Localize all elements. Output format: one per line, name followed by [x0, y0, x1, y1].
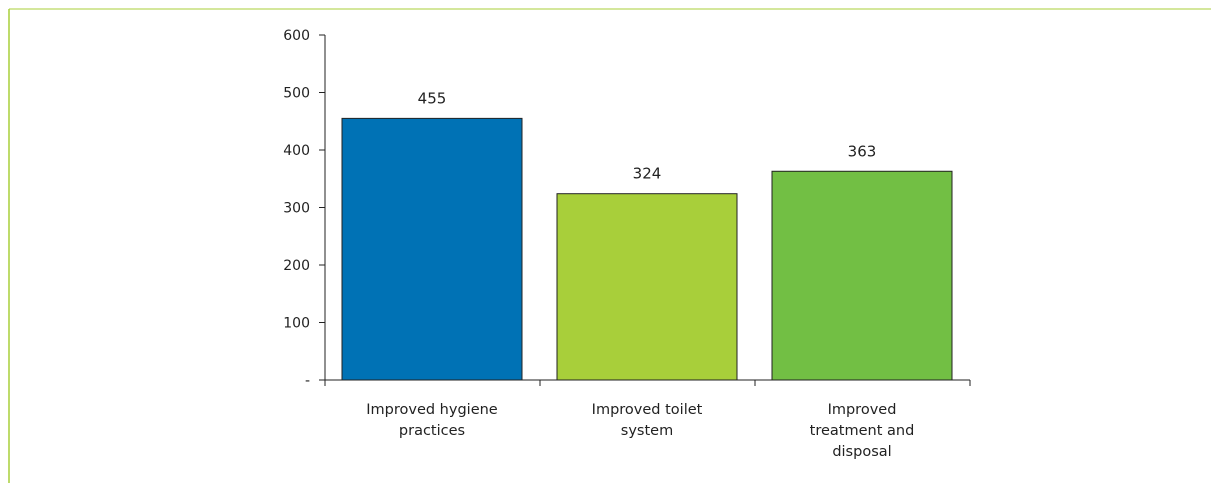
category-label: Improved toilet system: [592, 402, 703, 439]
bar: [771, 170, 953, 381]
y-tick-label: 300: [283, 201, 310, 217]
y-axis-ticks: - 100 200 300 400 500 600: [283, 28, 325, 389]
bars: [341, 117, 953, 381]
bar-value-label: 324: [633, 165, 662, 183]
y-tick-label: -: [305, 373, 310, 389]
y-tick-label: 100: [283, 316, 310, 332]
y-tick-label: 600: [283, 28, 310, 44]
bar: [341, 117, 523, 381]
y-tick-label: 200: [283, 258, 310, 274]
category-label: Improved hygiene practices: [366, 402, 498, 439]
y-tick-label: 500: [283, 86, 310, 102]
data-labels: 455 324 363: [418, 89, 877, 182]
category-label: Improved treatment and disposal: [810, 402, 915, 460]
bar-value-label: 363: [848, 142, 877, 160]
bar: [556, 193, 738, 381]
y-tick-label: 400: [283, 143, 310, 159]
bar-value-label: 455: [418, 89, 447, 107]
category-labels: Improved hygiene practices Improved toilet…: [366, 402, 914, 460]
frame-border: [8, 8, 1211, 483]
